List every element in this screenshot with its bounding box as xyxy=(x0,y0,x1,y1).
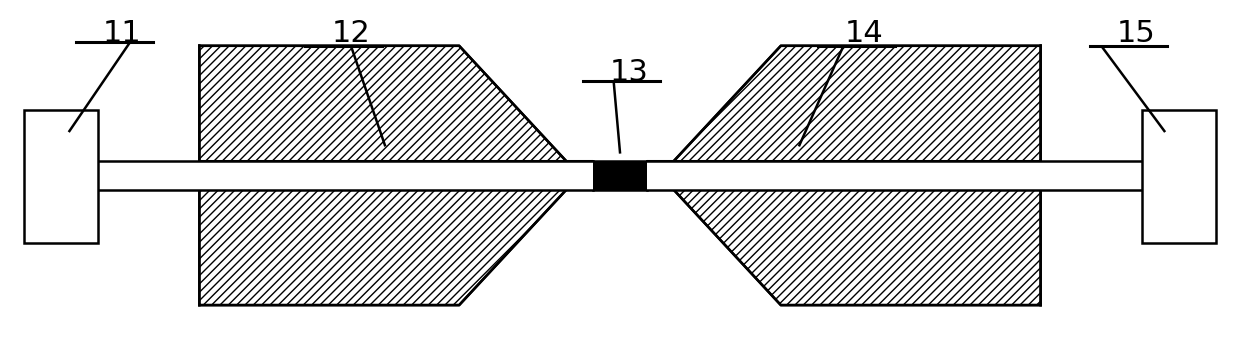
Bar xyxy=(24,110,98,243)
Polygon shape xyxy=(647,161,1040,305)
Bar xyxy=(647,161,1142,190)
Bar xyxy=(98,161,1142,190)
Text: 11: 11 xyxy=(103,19,141,48)
Polygon shape xyxy=(200,161,593,305)
Bar xyxy=(1142,110,1216,243)
Polygon shape xyxy=(200,46,593,190)
Text: 12: 12 xyxy=(331,19,371,48)
Bar xyxy=(98,161,593,190)
Text: 13: 13 xyxy=(610,58,649,87)
Text: 15: 15 xyxy=(1117,19,1156,48)
Polygon shape xyxy=(647,46,1040,190)
Text: 14: 14 xyxy=(844,19,884,48)
Bar xyxy=(593,161,647,190)
